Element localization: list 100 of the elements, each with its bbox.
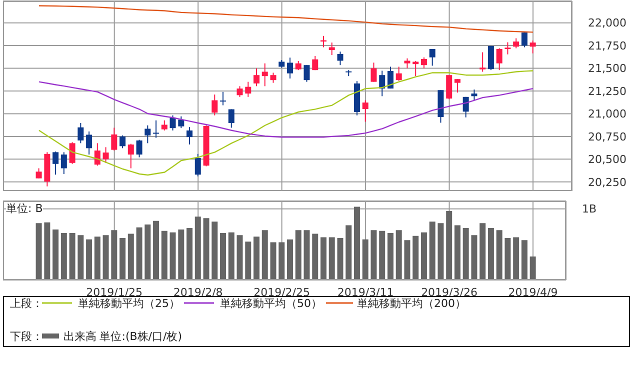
bar (120, 238, 126, 280)
candlestick (36, 168, 42, 179)
bar (194, 216, 201, 280)
bar (44, 222, 50, 280)
candlestick (521, 31, 528, 48)
bar (178, 229, 184, 280)
candlestick (328, 42, 335, 56)
bar (454, 225, 460, 280)
bar (102, 235, 109, 280)
candlestick (136, 139, 142, 158)
candlestick (194, 153, 201, 177)
candlestick (186, 126, 193, 145)
candlestick (304, 64, 310, 82)
candlestick (178, 116, 184, 129)
bar (462, 228, 469, 280)
candlestick (362, 100, 368, 122)
bar (60, 233, 67, 280)
bar (328, 237, 335, 280)
x-tick-label: 2019/3/11 (337, 286, 394, 299)
bar (236, 235, 243, 280)
bar (521, 240, 528, 280)
bar (220, 233, 226, 280)
bar (254, 236, 260, 280)
candlestick (504, 42, 511, 55)
candlestick (78, 122, 84, 144)
legend-label: 単純移動平均（200） (357, 296, 466, 310)
legend-title: 下段： (10, 328, 43, 344)
candlestick (111, 127, 118, 152)
bar (78, 235, 84, 280)
bar (94, 236, 100, 280)
y-tick-label: 21,250 (588, 84, 626, 98)
y-tick-label: 20,750 (588, 130, 626, 144)
x-tick-label: 2019/1/25 (86, 286, 143, 299)
bar (370, 230, 377, 280)
bar (530, 256, 536, 280)
x-tick-label: 2019/2/25 (254, 286, 310, 299)
bar (420, 232, 427, 280)
bar (128, 234, 134, 280)
y-tick-label: 21,750 (588, 39, 626, 52)
bar (203, 218, 210, 280)
y-tick-label: 1B (582, 202, 597, 216)
bar (212, 222, 218, 280)
line-series (38, 81, 534, 138)
y-tick-label: 20,250 (588, 176, 626, 189)
x-tick-label: 2019/3/26 (421, 286, 478, 299)
legend-label: 単純移動平均（50） (220, 296, 322, 310)
bar (312, 234, 318, 280)
candlestick (128, 143, 134, 169)
bar (379, 230, 386, 280)
candlestick (254, 68, 260, 87)
candlestick (471, 89, 478, 101)
candlestick (102, 146, 109, 164)
candlestick (370, 62, 377, 82)
candlestick (94, 142, 100, 166)
candlestick (161, 120, 168, 131)
line-series (38, 5, 534, 33)
candlestick (228, 108, 234, 128)
bar (245, 242, 252, 280)
candlestick (270, 72, 276, 84)
bar (170, 232, 176, 280)
y-tick-label: 22,000 (588, 16, 626, 30)
candlestick (337, 51, 344, 66)
legend-label: 単純移動平均（25） (78, 296, 180, 310)
y-tick-label: 21,000 (588, 108, 626, 121)
text: 出来高 単位:(B株/口/枚) (63, 328, 182, 344)
bar (111, 230, 118, 280)
bar (429, 222, 436, 280)
candlestick (287, 57, 293, 79)
candlestick (69, 142, 76, 164)
bar (287, 239, 293, 280)
candlestick (454, 78, 460, 94)
candlestick (295, 60, 302, 71)
bar (270, 242, 276, 280)
candlestick (379, 70, 386, 97)
bar (446, 210, 452, 280)
bar (144, 224, 151, 280)
bar (161, 230, 168, 280)
line-series (38, 70, 534, 176)
bar (412, 236, 419, 280)
bar (354, 206, 360, 280)
y-axis-title: 単位: B (6, 202, 43, 215)
bar (480, 223, 486, 280)
candlestick (404, 58, 410, 69)
bar (496, 230, 502, 280)
bar (52, 229, 59, 280)
candlestick (245, 81, 252, 98)
bar (228, 232, 234, 280)
bar (438, 223, 444, 280)
bar (320, 237, 326, 280)
candlestick (86, 130, 92, 156)
bar (504, 238, 511, 280)
candlestick (52, 151, 59, 176)
candlestick (120, 134, 126, 149)
candlestick (480, 52, 486, 72)
candlestick (412, 60, 419, 77)
candlestick (530, 40, 536, 54)
bar (488, 228, 494, 280)
bar (86, 239, 92, 280)
y-tick-label: 21,500 (588, 62, 626, 76)
bar (36, 223, 42, 280)
